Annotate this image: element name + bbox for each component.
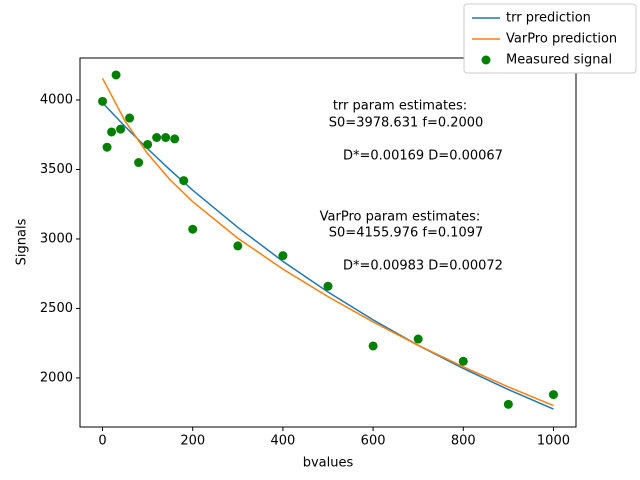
point bbox=[323, 281, 333, 291]
point bbox=[503, 399, 513, 409]
point bbox=[413, 334, 423, 344]
annotation: VarPro param estimates: bbox=[320, 210, 481, 225]
y-tick-label: 4000 bbox=[40, 92, 73, 107]
point bbox=[233, 241, 243, 251]
point bbox=[188, 224, 198, 234]
x-tick-label: 600 bbox=[361, 434, 386, 449]
legend-frame bbox=[463, 3, 637, 74]
y-tick-label: 2000 bbox=[40, 370, 73, 385]
point bbox=[152, 132, 162, 142]
legend-swatch bbox=[481, 55, 491, 65]
point bbox=[143, 139, 153, 149]
annotation: S0=4155.976 f=0.1097 bbox=[325, 226, 484, 241]
point bbox=[125, 113, 135, 123]
line bbox=[101, 77, 554, 407]
point bbox=[179, 176, 189, 186]
x-tick-label: 200 bbox=[180, 434, 205, 449]
annotation: S0=3978.631 f=0.2000 bbox=[325, 116, 484, 131]
annotation: trr param estimates: bbox=[333, 99, 467, 114]
x-tick-label: 1000 bbox=[537, 434, 570, 449]
point bbox=[278, 251, 288, 261]
x-tick-label: 400 bbox=[270, 434, 295, 449]
legend-label: Measured signal bbox=[506, 53, 612, 68]
annotation: D*=0.00983 D=0.00072 bbox=[343, 259, 503, 274]
point bbox=[368, 341, 378, 351]
point bbox=[98, 96, 108, 106]
point bbox=[548, 390, 558, 400]
y-tick-label: 3500 bbox=[40, 162, 73, 177]
annotation: D*=0.00169 D=0.00067 bbox=[343, 149, 503, 164]
x-tick-label: 0 bbox=[98, 434, 106, 449]
y-tick-label: 2500 bbox=[40, 301, 73, 316]
y-axis-label: Signals bbox=[15, 218, 30, 265]
legend-label: VarPro prediction bbox=[506, 32, 617, 47]
point bbox=[107, 127, 117, 137]
point bbox=[116, 124, 126, 134]
point bbox=[134, 158, 144, 168]
legend-label: trr prediction bbox=[506, 11, 591, 26]
y-tick-label: 3000 bbox=[40, 231, 73, 246]
x-axis-label: bvalues bbox=[303, 456, 354, 471]
point bbox=[170, 134, 180, 144]
point bbox=[161, 132, 171, 142]
point bbox=[111, 70, 121, 80]
x-tick-label: 800 bbox=[451, 434, 476, 449]
point bbox=[458, 356, 468, 366]
plot-frame bbox=[79, 57, 577, 428]
point bbox=[102, 142, 112, 152]
